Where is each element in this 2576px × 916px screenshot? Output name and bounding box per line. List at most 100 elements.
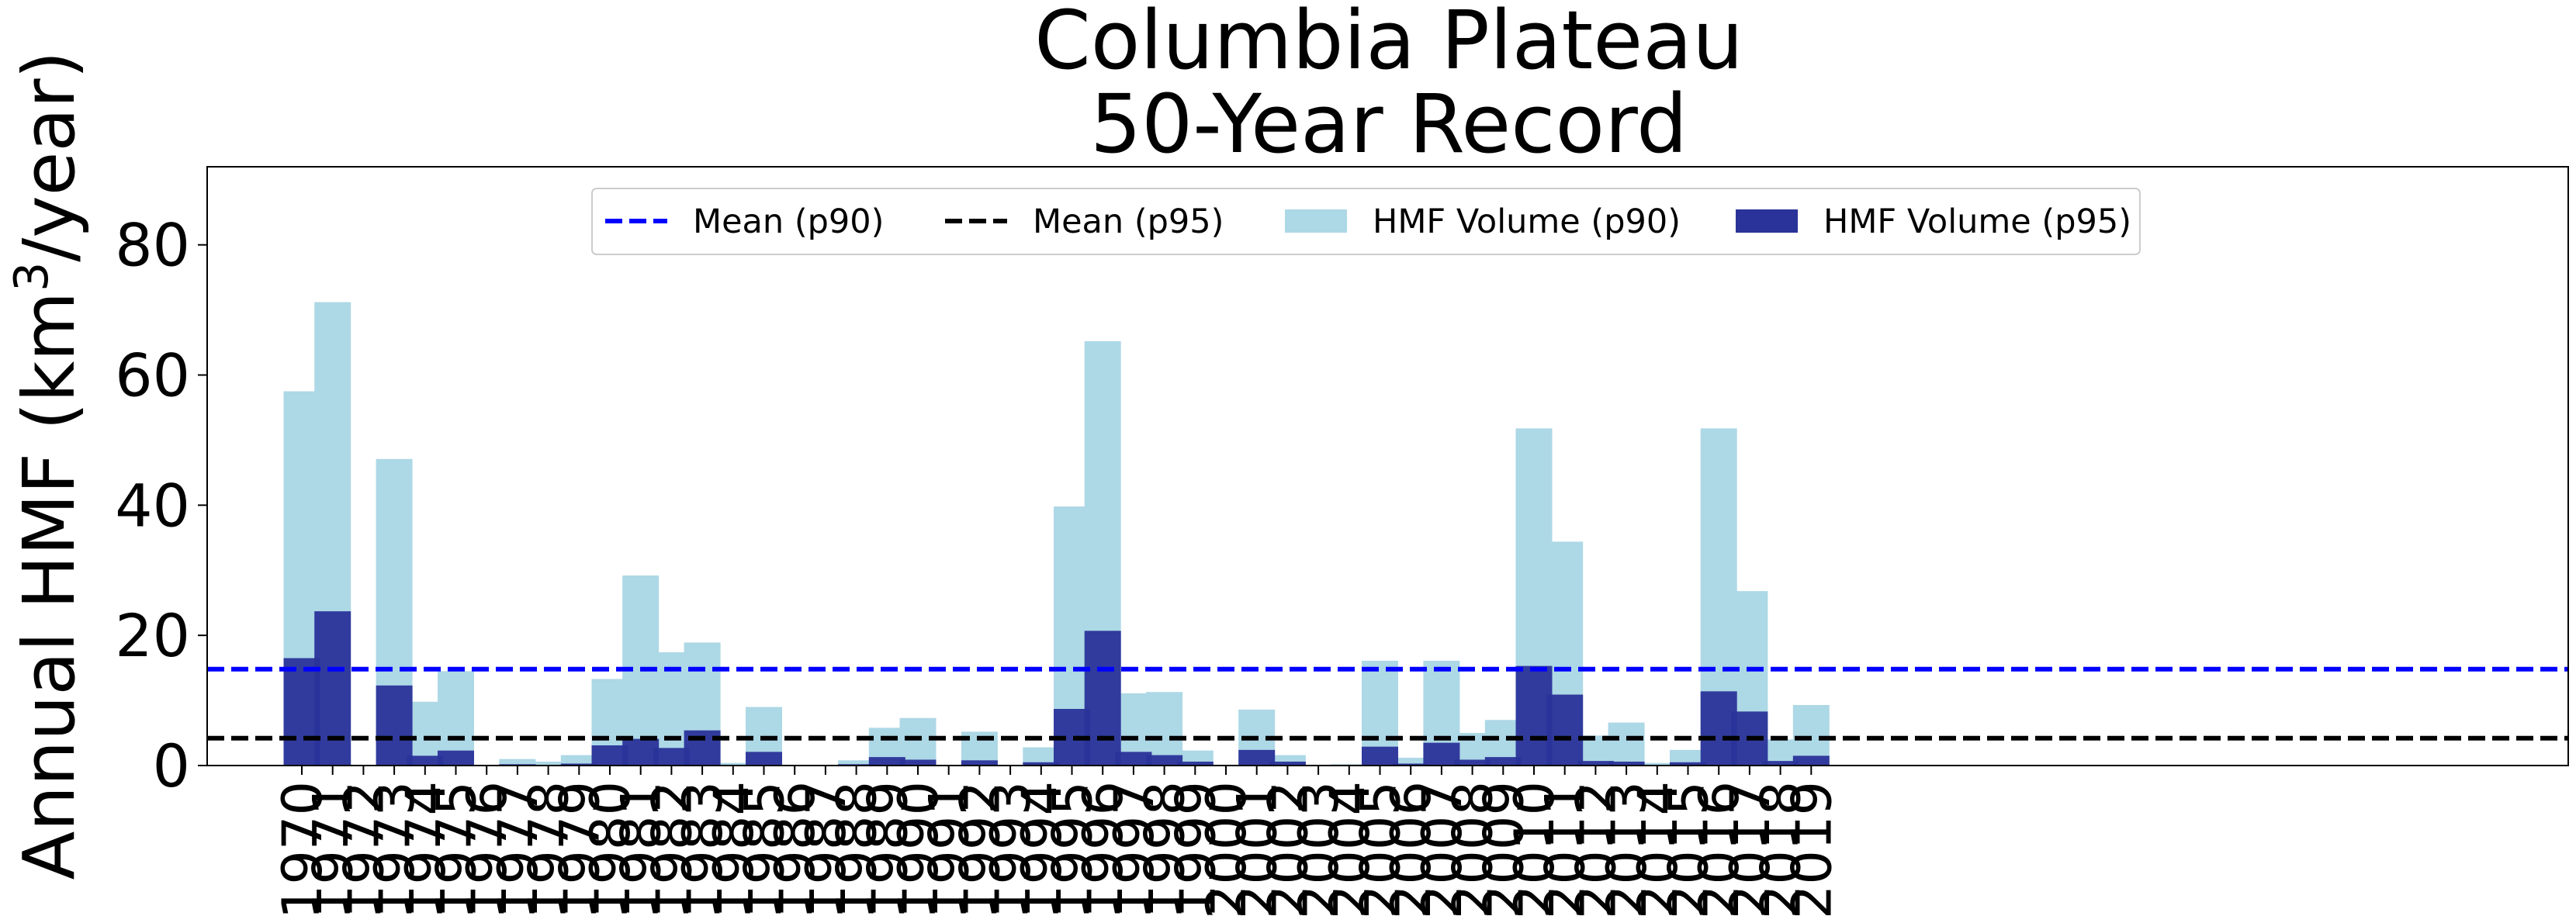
x-tick-label-2007: 2007 <box>1411 781 1474 916</box>
x-tick-label-2001: 2001 <box>1226 781 1290 916</box>
bar-p95-2012 <box>1577 761 1614 766</box>
y-axis-label-tail: /year) <box>8 51 91 262</box>
bar-p95-1970 <box>283 658 320 766</box>
y-tick-label-60: 60 <box>115 341 190 410</box>
chart-title-line1: Columbia Plateau <box>1034 0 1743 88</box>
x-tick-label-1986: 1986 <box>763 781 827 916</box>
legend-label-p90: HMF Volume (p90) <box>1373 202 1681 241</box>
series-p90-bars <box>283 302 1830 766</box>
y-tick-label-80: 80 <box>115 211 190 280</box>
x-tick-label-1971: 1971 <box>302 781 365 916</box>
bar-p95-1982 <box>653 748 690 766</box>
x-tick-label-2009: 2009 <box>1472 781 1536 916</box>
bar-p95-1973 <box>376 685 413 766</box>
x-tick-label-1977: 1977 <box>486 781 550 916</box>
x-tick-label-2017: 2017 <box>1719 781 1782 916</box>
bar-p90-1979 <box>560 755 597 766</box>
x-tick-label-2019: 2019 <box>1780 781 1844 916</box>
bar-p95-1974 <box>407 755 444 766</box>
x-tick-label-2012: 2012 <box>1564 781 1628 916</box>
bar-p95-1994 <box>1023 762 1060 766</box>
x-tick-label-1982: 1982 <box>640 781 704 916</box>
bar-p90-2014 <box>1639 762 1676 766</box>
x-tick-label-1988: 1988 <box>826 781 889 916</box>
legend-swatch-p95 <box>1736 209 1798 233</box>
y-axis-label: Annual HMF (km3/year) <box>5 51 91 880</box>
bar-p90-2015 <box>1670 749 1706 766</box>
bar-p95-1997 <box>1115 752 1152 766</box>
x-tick-label-2011: 2011 <box>1534 781 1598 916</box>
bar-p90-2019 <box>1792 704 1830 766</box>
bar-p95-1975 <box>438 750 474 766</box>
legend-swatch-p90 <box>1285 209 1347 233</box>
bar-p90-1977 <box>499 759 536 766</box>
bar-p95-2007 <box>1423 742 1460 766</box>
x-tick-label-1981: 1981 <box>610 781 673 916</box>
bar-p90-1975 <box>438 671 474 766</box>
bar-p95-1985 <box>746 752 782 766</box>
bar-p95-2001 <box>1238 749 1276 766</box>
legend-label-p95: HMF Volume (p95) <box>1823 202 2131 241</box>
x-tick-label-1996: 1996 <box>1072 781 1135 916</box>
x-tick-label-1985: 1985 <box>733 781 797 916</box>
y-tick-label-0: 0 <box>153 731 190 800</box>
bar-p95-1971 <box>314 611 351 766</box>
bar-p95-2016 <box>1700 691 1737 766</box>
bar-p95-1979 <box>560 763 597 766</box>
x-tick-label-1998: 1998 <box>1134 781 1197 916</box>
bar-p90-2006 <box>1392 757 1429 766</box>
x-tick-label-2016: 2016 <box>1688 781 1751 916</box>
x-axis-ticks: 1970197119721973197419751976197719781979… <box>271 766 1844 916</box>
x-tick-label-1972: 1972 <box>332 781 396 916</box>
x-tick-label-1993: 1993 <box>979 781 1043 916</box>
x-tick-label-1994: 1994 <box>1010 781 1074 916</box>
x-tick-label-2002: 2002 <box>1256 781 1320 916</box>
chart-title-line2: 50-Year Record <box>1090 77 1688 171</box>
bar-p95-2010 <box>1515 665 1553 766</box>
bar-p95-2009 <box>1484 757 1522 766</box>
x-tick-label-1970: 1970 <box>271 781 334 916</box>
x-tick-label-2018: 2018 <box>1750 781 1813 916</box>
bar-p95-1999 <box>1176 761 1214 766</box>
y-axis-label-main: Annual HMF (km <box>8 292 91 880</box>
y-axis-label-superscript: 3 <box>5 262 59 292</box>
x-tick-label-1974: 1974 <box>394 781 458 916</box>
bar-p95-2013 <box>1608 761 1645 766</box>
bar-p90-1990 <box>899 717 937 766</box>
bar-p95-2018 <box>1762 761 1799 766</box>
y-tick-label-20: 20 <box>115 601 190 670</box>
x-tick-label-1983: 1983 <box>671 781 735 916</box>
bar-p95-1981 <box>622 738 660 766</box>
x-tick-label-1979: 1979 <box>548 781 611 916</box>
x-tick-label-1999: 1999 <box>1164 781 1227 916</box>
plot-frame <box>206 166 2569 766</box>
y-tick-label-40: 40 <box>115 471 190 540</box>
x-tick-label-1995: 1995 <box>1041 781 1105 916</box>
x-tick-label-2005: 2005 <box>1349 781 1413 916</box>
x-tick-label-1990: 1990 <box>887 781 950 916</box>
series-p95-bars <box>283 611 1830 766</box>
x-tick-label-2000: 2000 <box>1195 781 1259 916</box>
x-tick-label-2008: 2008 <box>1442 781 1505 916</box>
bar-p95-1990 <box>899 759 937 766</box>
x-tick-label-2014: 2014 <box>1626 781 1690 916</box>
x-tick-label-2003: 2003 <box>1287 781 1351 916</box>
reference-lines <box>207 666 2568 741</box>
bar-p90-1978 <box>530 761 567 766</box>
x-tick-label-1976: 1976 <box>455 781 519 916</box>
bar-p90-1974 <box>407 701 444 766</box>
bar-p95-2005 <box>1362 746 1398 766</box>
bar-p90-1998 <box>1146 692 1183 766</box>
bar-p95-1989 <box>868 757 905 766</box>
bar-p95-2011 <box>1546 694 1584 766</box>
legend-label-mean-p90: Mean (p90) <box>693 202 884 241</box>
x-tick-label-1997: 1997 <box>1103 781 1166 916</box>
bar-p90-1984 <box>715 762 752 766</box>
bar-p90-1994 <box>1023 747 1060 766</box>
bar-p95-2019 <box>1792 755 1830 766</box>
x-tick-label-2004: 2004 <box>1318 781 1382 916</box>
bar-p95-1983 <box>684 730 721 766</box>
bar-p95-1996 <box>1084 631 1121 766</box>
bar-p90-2013 <box>1608 722 1645 766</box>
bar-p95-2006 <box>1392 763 1429 766</box>
